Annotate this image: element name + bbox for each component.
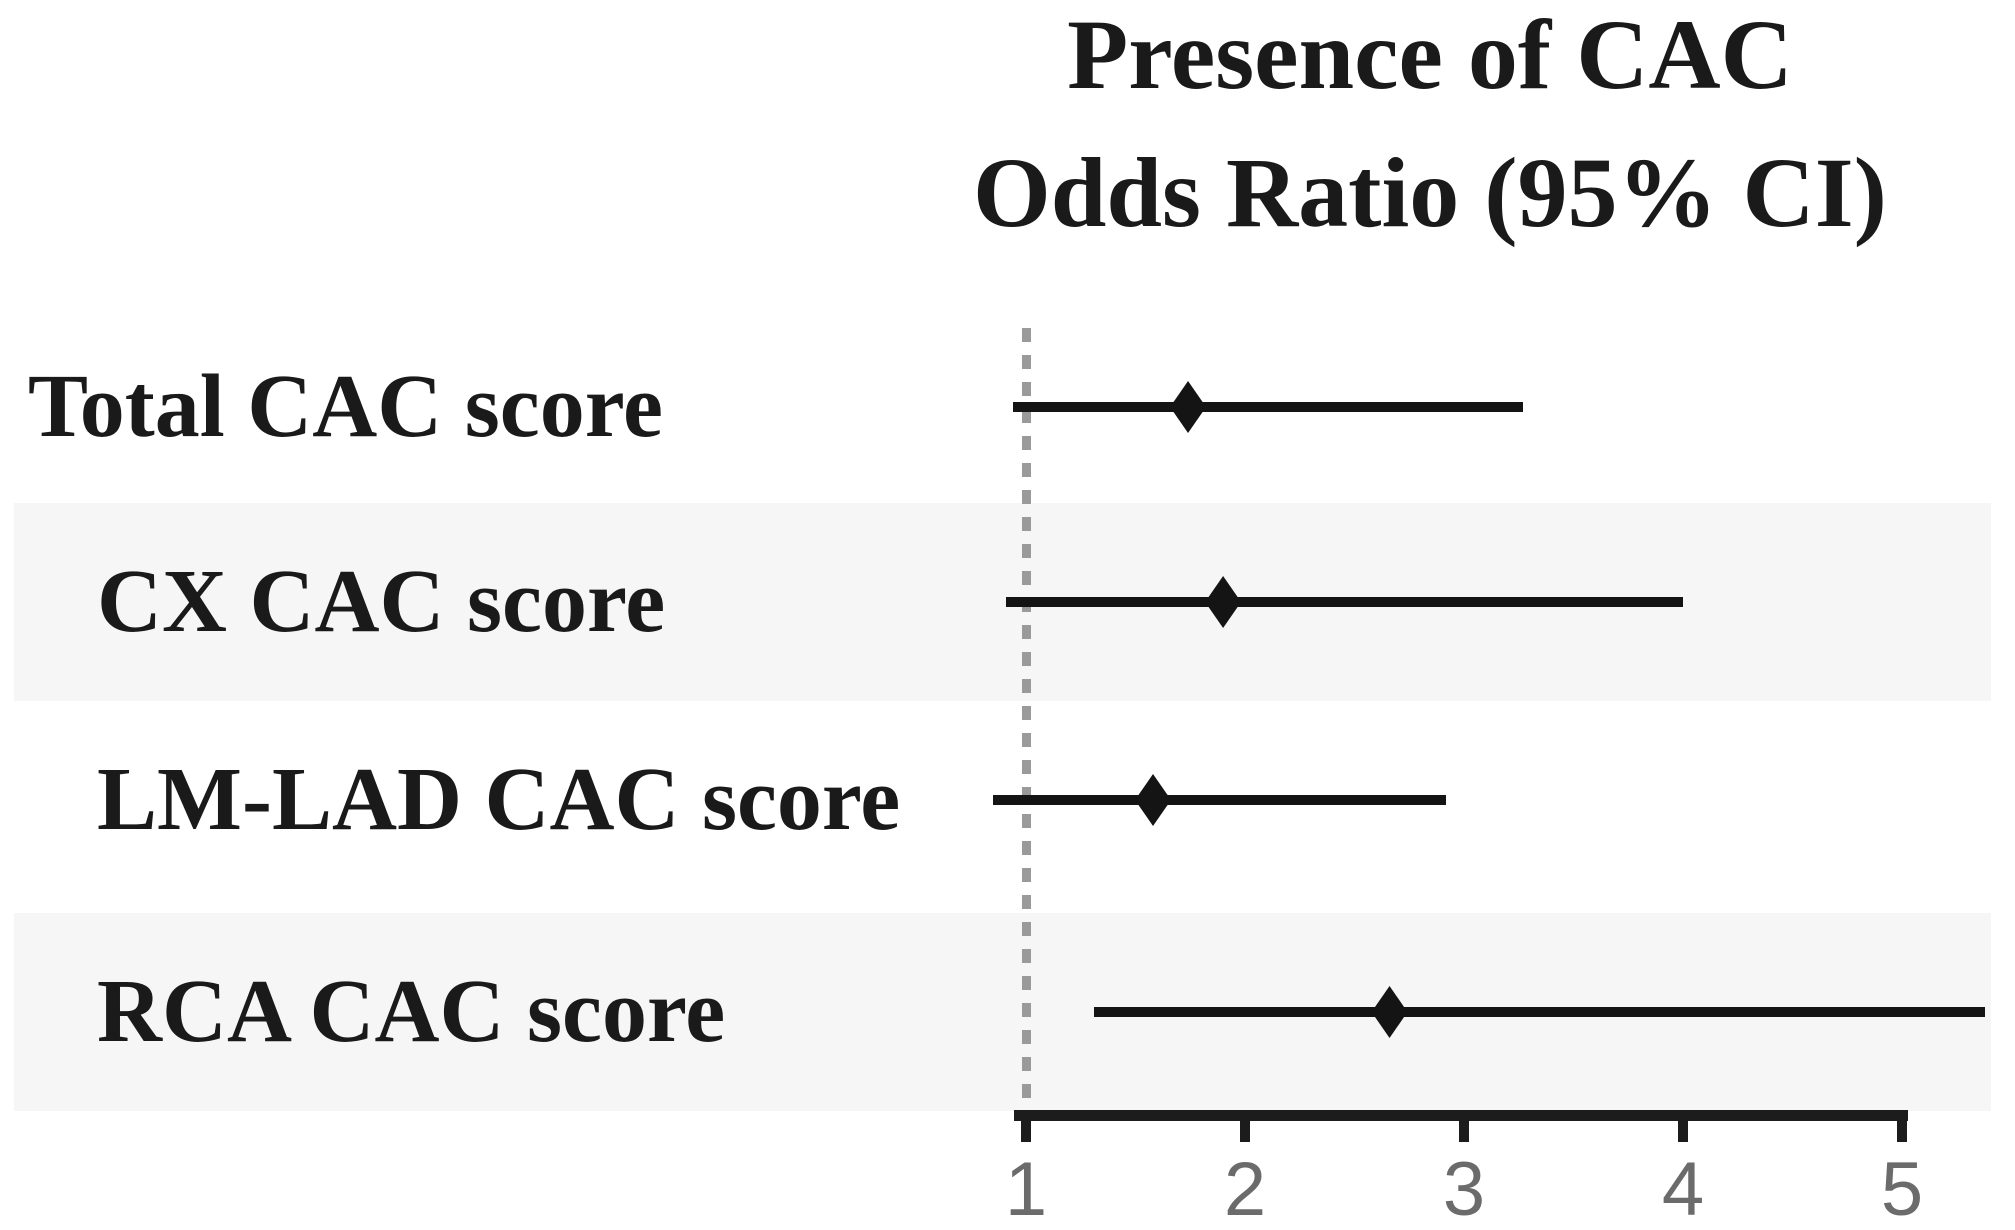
x-axis-tick [1240,1110,1250,1142]
x-axis-tick [1459,1110,1469,1142]
x-axis-tick-label: 4 [1661,1147,1705,1230]
x-axis-tick-label: 3 [1442,1147,1486,1230]
chart-title: Presence of CAC Odds Ratio (95% CI) [880,0,1980,262]
ci-interval-line [1006,597,1683,607]
ci-interval-line [1012,402,1524,412]
x-axis-tick-label: 1 [1004,1147,1048,1230]
row-label: Total CAC score [28,357,663,456]
x-axis-tick-label: 5 [1880,1147,1924,1230]
row-label: LM-LAD CAC score [97,750,901,849]
x-axis-tick [1678,1110,1688,1142]
row-label: RCA CAC score [97,962,726,1061]
row-label: CX CAC score [97,552,666,651]
x-axis-tick [1021,1110,1031,1142]
ci-interval-line [993,795,1447,805]
reference-line [1021,328,1031,1115]
chart-title-line2: Odds Ratio (95% CI) [973,137,1887,248]
x-axis-tick-label: 2 [1223,1147,1267,1230]
ci-interval-line [1093,1007,1986,1017]
or-diamond-marker [1135,774,1172,826]
x-axis-tick [1897,1110,1907,1142]
chart-title-line1: Presence of CAC [1067,0,1793,110]
or-diamond-marker [1170,381,1207,433]
